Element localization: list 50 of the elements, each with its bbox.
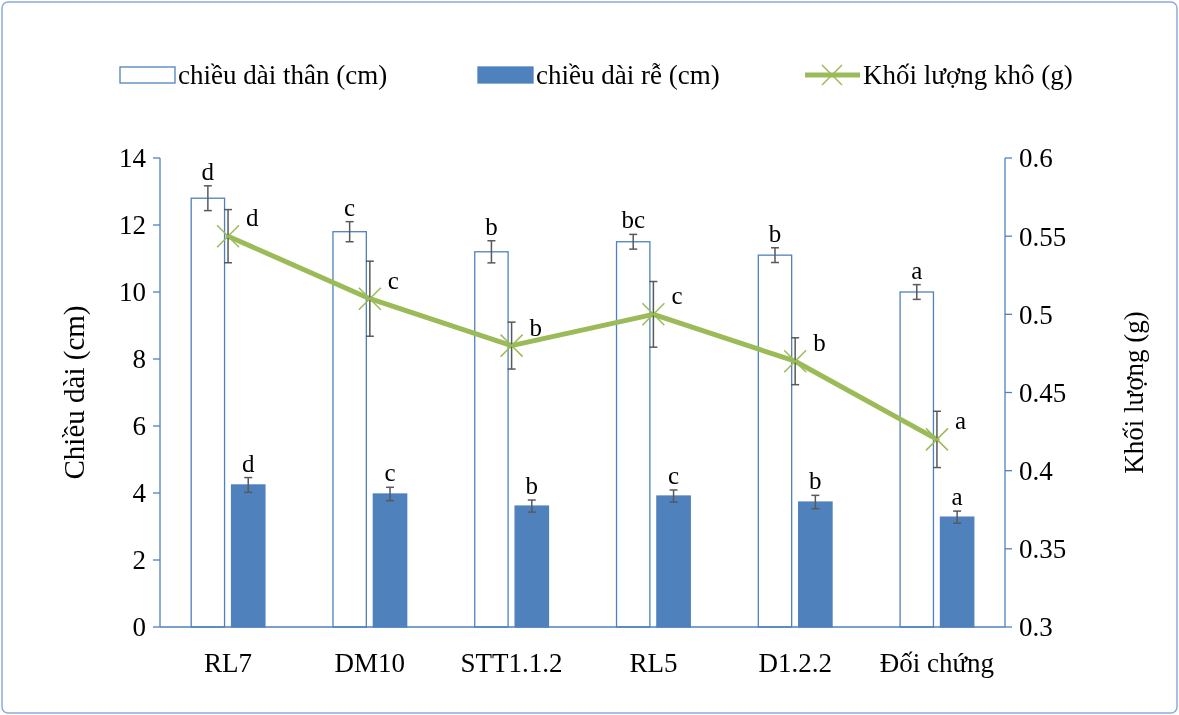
legend-label: chiều dài rễ (cm) — [536, 60, 720, 91]
x-tick-label: STT1.1.2 — [460, 648, 563, 678]
point — [358, 286, 382, 311]
data-label: a — [951, 483, 963, 511]
x-tick-label: RL7 — [204, 648, 253, 678]
x-tick-label: Đối chứng — [879, 648, 995, 678]
point — [925, 427, 949, 452]
y2-tick-label: 0.4 — [1019, 456, 1054, 487]
y-tick-label: 6 — [132, 411, 146, 442]
data-label: b — [809, 467, 822, 495]
data-label: c — [344, 193, 356, 221]
point — [216, 224, 240, 248]
point — [641, 302, 666, 327]
y-tick-label: 12 — [119, 210, 146, 241]
data-label: b — [485, 212, 498, 240]
data-label: b — [813, 329, 826, 357]
y2-tick-label: 0.55 — [1019, 221, 1067, 252]
y-tick-label: 4 — [132, 478, 147, 509]
data-label: a — [911, 256, 923, 284]
data-label: c — [671, 282, 683, 310]
y-tick-label: 2 — [132, 545, 146, 576]
data-label: c — [384, 459, 396, 487]
y2-tick-label: 0.5 — [1019, 299, 1053, 330]
data-label: d — [246, 204, 260, 232]
y2-tick-label: 0.35 — [1019, 534, 1067, 565]
data-label: d — [201, 157, 215, 185]
data-label: c — [387, 266, 399, 294]
data-label: d — [241, 449, 255, 477]
y2-tick-label: 0.45 — [1019, 377, 1067, 408]
y2-tick-label: 0.6 — [1019, 143, 1053, 174]
data-label: b — [768, 219, 782, 247]
data-label: bc — [621, 206, 646, 234]
legend-label: chiều dài thân (cm) — [178, 60, 388, 91]
y-tick-label: 8 — [132, 344, 146, 375]
y2-tick-label: 0.3 — [1019, 612, 1053, 643]
y-axis-title: Chiều dài (cm) — [58, 305, 91, 480]
x-tick-label: D1.2.2 — [758, 648, 832, 678]
data-label: a — [954, 407, 967, 435]
data-label: b — [525, 472, 539, 500]
legend-label: Khối lượng khô (g) — [863, 60, 1073, 91]
data-label: b — [529, 313, 543, 341]
point — [783, 349, 807, 373]
y-tick-label: 14 — [119, 143, 147, 174]
x-tick-label: DM10 — [334, 648, 406, 678]
data-label: c — [668, 461, 680, 489]
point — [499, 333, 524, 358]
x-tick-label: RL5 — [629, 648, 678, 678]
y2-axis-title: Khối lượng (g) — [1119, 311, 1149, 474]
y-tick-label: 0 — [132, 612, 146, 643]
y-tick-label: 10 — [119, 277, 146, 308]
